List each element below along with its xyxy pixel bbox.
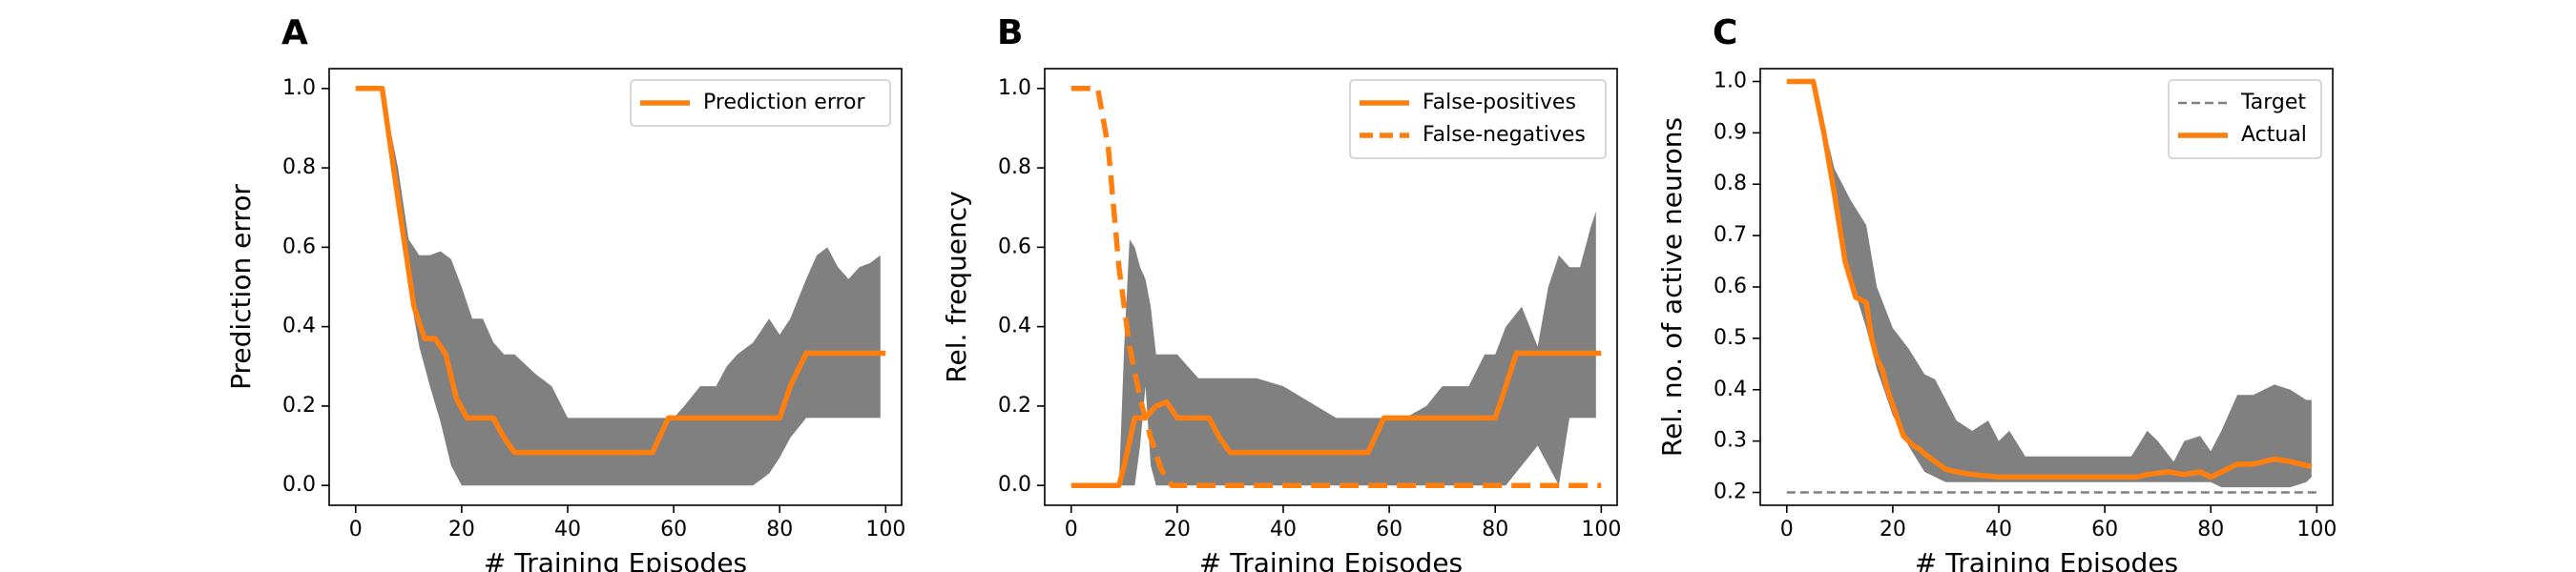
axes-frame <box>328 68 903 506</box>
series-line-prediction-error <box>355 86 886 456</box>
x-tick-label: 100 <box>865 518 905 541</box>
panel-b: B 0 20 40 60 80 100 0.0 0.2 0.4 0.6 0.8 1.0 # Trainin… <box>941 13 1621 572</box>
x-tick-label: 0 <box>1780 518 1794 541</box>
panel-letter: B <box>997 13 1023 52</box>
x-axis-label: # Training Episodes <box>1915 547 2178 572</box>
x-tick-label: 40 <box>554 518 581 541</box>
y-axis-label: Rel. no. of active neurons <box>1656 117 1688 457</box>
y-tick-label: 0.8 <box>282 155 316 179</box>
x-axis-label: # Training Episodes <box>484 547 747 572</box>
y-axis-label: Prediction error <box>225 184 257 390</box>
x-tick-label: 80 <box>1482 518 1508 541</box>
y-tick-label: 0.4 <box>282 315 316 338</box>
panel-a: A 0 20 40 60 80 100 0.0 0.2 0.4 0.6 0.8 1.0 # Trainin… <box>225 13 905 572</box>
y-tick-label: 0.2 <box>1714 480 1747 504</box>
legend: Target Actual <box>2168 79 2322 159</box>
x-tick-label: 100 <box>2296 518 2337 541</box>
x-tick-label: 20 <box>448 518 475 541</box>
series-line-actual <box>1786 78 2313 480</box>
x-axis-label: # Training Episodes <box>1199 547 1463 572</box>
y-tick-label: 0.7 <box>1714 223 1747 247</box>
panel-c: C 0 20 40 60 80 100 0.2 0.3 0.4 0.5 0.6 0.7 0.8 0.9 1.0… <box>1656 13 2337 572</box>
x-tick-label: 40 <box>1270 518 1297 541</box>
confidence-band <box>355 88 881 486</box>
y-tick-label: 0.6 <box>282 235 316 258</box>
legend-box <box>2168 79 2322 159</box>
confidence-band <box>1786 81 2312 488</box>
x-tick-label: 20 <box>1164 518 1191 541</box>
x-tick-label: 80 <box>2197 518 2224 541</box>
legend: Prediction error <box>630 79 891 127</box>
legend: False-positives False-negatives <box>1349 79 1607 159</box>
legend-label: Prediction error <box>703 91 865 114</box>
axes-frame <box>1044 68 1618 506</box>
y-tick-label: 0.4 <box>1714 378 1747 401</box>
x-tick-label: 20 <box>1880 518 1906 541</box>
legend-box <box>1349 79 1607 159</box>
y-tick-label: 1.0 <box>282 76 316 100</box>
legend-label: False-negatives <box>1423 123 1586 147</box>
x-tick-label: 0 <box>349 518 363 541</box>
y-tick-label: 0.3 <box>1714 429 1747 453</box>
y-tick-label: 0.6 <box>1714 275 1747 298</box>
legend-label: Actual <box>2241 123 2307 147</box>
legend-label: Target <box>2240 91 2306 114</box>
series-line-false-positives <box>1070 350 1602 488</box>
y-tick-label: 0.9 <box>1714 120 1747 144</box>
y-tick-label: 0.0 <box>998 473 1031 497</box>
x-tick-label: 80 <box>766 518 793 541</box>
y-tick-label: 1.0 <box>998 76 1031 100</box>
y-tick-label: 0.5 <box>1714 326 1747 350</box>
y-tick-label: 0.2 <box>998 394 1031 418</box>
x-tick-label: 100 <box>1581 518 1621 541</box>
legend-label: False-positives <box>1423 91 1576 114</box>
series-line-false-negatives <box>1070 86 1602 488</box>
confidence-band <box>1070 211 1596 486</box>
panel-letter: C <box>1713 13 1737 52</box>
y-tick-label: 0.8 <box>998 155 1031 179</box>
y-tick-label: 0.2 <box>282 394 316 418</box>
y-tick-label: 0.8 <box>1714 172 1747 195</box>
y-tick-label: 1.0 <box>1714 69 1747 92</box>
x-tick-label: 60 <box>1376 518 1402 541</box>
y-tick-label: 0.6 <box>998 235 1031 258</box>
x-tick-label: 40 <box>1985 518 2012 541</box>
y-axis-label: Rel. frequency <box>941 191 972 382</box>
legend-box <box>630 79 891 127</box>
y-tick-label: 0.4 <box>998 315 1031 338</box>
x-tick-label: 60 <box>660 518 687 541</box>
x-tick-label: 0 <box>1065 518 1078 541</box>
x-tick-label: 60 <box>2091 518 2118 541</box>
y-tick-label: 0.0 <box>282 473 316 497</box>
panel-letter: A <box>281 13 308 52</box>
